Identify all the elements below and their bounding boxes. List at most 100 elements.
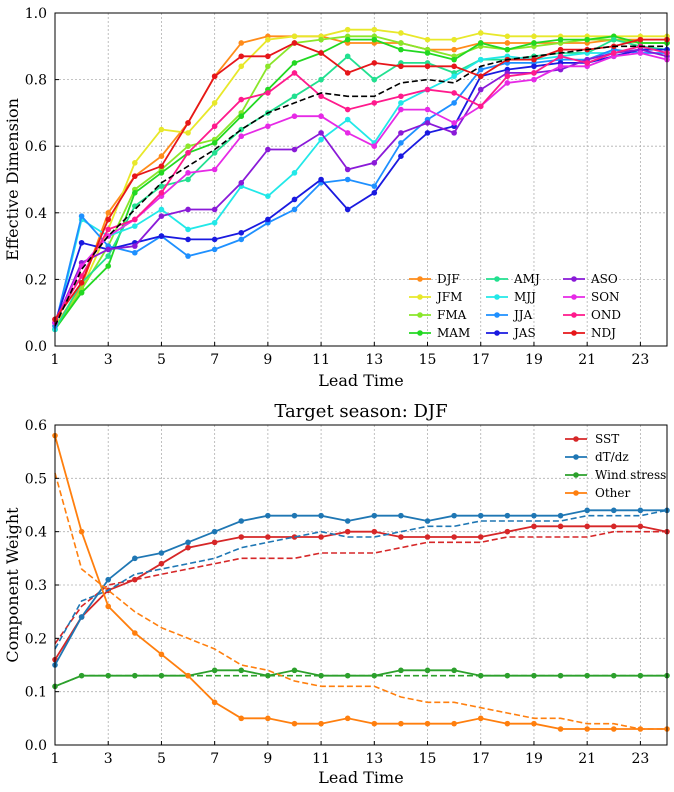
x-tick-label: 11 <box>312 352 330 368</box>
series-lines <box>52 432 670 732</box>
data-point <box>398 130 404 136</box>
data-point <box>451 720 457 727</box>
data-point <box>398 46 404 53</box>
data-point <box>105 246 112 253</box>
legend-marker <box>573 490 579 496</box>
data-point <box>78 239 85 246</box>
x-tick-label: 1 <box>51 751 60 767</box>
legend-marker <box>571 312 577 318</box>
data-point <box>238 236 245 243</box>
legend-marker <box>417 294 423 300</box>
data-point <box>477 56 484 63</box>
series-wind-stress-dashed <box>54 674 667 688</box>
x-tick-label: 3 <box>104 352 113 368</box>
data-point <box>610 50 617 56</box>
series-line-mam <box>54 35 667 330</box>
data-point <box>477 73 484 80</box>
data-point <box>504 720 511 727</box>
plot-frame <box>54 12 668 347</box>
data-point <box>185 253 191 259</box>
data-point <box>557 726 564 732</box>
data-point <box>132 173 138 179</box>
data-point <box>318 93 324 100</box>
legend: DJF JFM FMA MAM AMJ MJJ JJA JAS ASO SON OND NDJ <box>409 272 621 340</box>
data-point <box>371 190 378 196</box>
data-point <box>344 672 351 679</box>
data-point <box>158 233 165 239</box>
legend-entry-fma: FMA <box>409 308 467 322</box>
data-point <box>105 253 112 259</box>
data-point <box>504 80 511 86</box>
data-point <box>265 123 271 130</box>
legend-entry-jas: JAS <box>486 326 536 340</box>
legend-marker <box>573 436 579 442</box>
legend-label: SST <box>595 432 619 446</box>
data-point <box>584 36 590 43</box>
data-point <box>105 226 112 233</box>
data-point <box>398 30 404 36</box>
y-tick-label: 0.3 <box>25 578 47 594</box>
x-axis-label: Lead Time <box>318 768 403 787</box>
data-point <box>158 206 165 213</box>
series-jfm <box>52 26 670 329</box>
data-point <box>265 90 271 96</box>
y-tick-label: 1.0 <box>25 6 47 22</box>
legend-label: OND <box>591 308 621 322</box>
data-point <box>504 40 511 46</box>
data-point <box>185 544 191 551</box>
data-point <box>158 183 165 189</box>
y-tick-label: 0.6 <box>25 139 47 155</box>
legend-label: FMA <box>437 308 467 322</box>
data-point <box>344 176 351 183</box>
x-axis-label: Lead Time <box>318 371 403 390</box>
data-point <box>557 63 564 70</box>
data-point <box>477 66 484 73</box>
data-point <box>371 160 378 166</box>
data-point <box>424 130 431 136</box>
series-line-jja <box>54 48 667 327</box>
legend-entry-jja: JJA <box>486 308 533 322</box>
data-point <box>105 210 112 216</box>
data-point <box>238 229 245 236</box>
data-point <box>344 206 351 213</box>
series-mean <box>54 45 667 327</box>
legend-label: Wind stress <box>595 468 666 482</box>
legend-label: NDJ <box>591 326 616 340</box>
data-point <box>398 63 404 70</box>
data-point <box>318 672 324 679</box>
data-point <box>158 651 165 658</box>
data-point <box>398 106 404 113</box>
data-point <box>398 720 404 727</box>
data-point <box>557 46 564 53</box>
data-point <box>584 60 590 66</box>
legend-marker <box>417 312 423 318</box>
legend-marker <box>573 472 579 478</box>
series-line-wind-stress-dashed <box>54 674 667 688</box>
data-point <box>531 76 537 83</box>
y-tick-label: 0.1 <box>25 685 47 701</box>
data-point <box>78 279 85 286</box>
legend-entry-ndj: NDJ <box>563 326 616 340</box>
series-line-dt-dz-dashed <box>54 509 668 650</box>
legend: SST dT/dz Wind stress Other <box>565 432 666 500</box>
series-mam <box>52 33 670 333</box>
data-point <box>132 216 138 223</box>
data-point <box>211 219 218 226</box>
data-point <box>238 96 245 103</box>
data-point <box>211 140 218 146</box>
effective-dimension-chart: 1 3 5 7 9 11 13 15 17 19 21 230.00.20.40.60.81.0 Le… <box>3 6 670 390</box>
data-point <box>477 40 484 46</box>
data-point <box>451 90 457 96</box>
series-line-sst-dashed <box>54 530 667 645</box>
series-line-dt-dz <box>54 509 667 666</box>
series-mjj <box>52 46 670 333</box>
data-point <box>451 36 457 43</box>
data-point <box>610 523 617 530</box>
data-point <box>531 56 537 63</box>
series-line-mean <box>54 45 667 327</box>
legend-marker <box>571 330 577 336</box>
data-point <box>291 512 298 519</box>
data-point <box>424 36 431 43</box>
data-point <box>318 36 324 43</box>
data-point <box>424 534 431 540</box>
